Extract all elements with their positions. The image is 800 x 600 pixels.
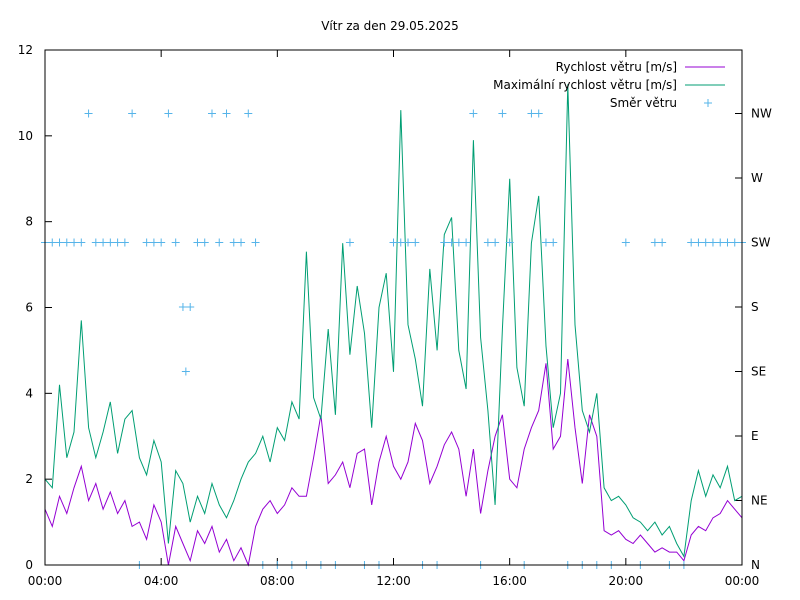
y-tick-label: 10	[18, 129, 33, 143]
direction-point	[207, 109, 216, 118]
direction-point	[541, 238, 550, 247]
direction-point	[701, 238, 710, 247]
direction-point	[454, 238, 463, 247]
direction-point	[142, 238, 151, 247]
direction-point	[687, 238, 696, 247]
direction-point	[186, 303, 195, 311]
direction-point	[99, 238, 108, 247]
direction-point	[621, 238, 630, 247]
series-line	[44, 358, 743, 567]
direction-point	[48, 238, 57, 247]
direction-point	[193, 238, 202, 247]
y-tick-label: 2	[25, 472, 33, 486]
direction-point	[229, 238, 238, 247]
legend-label: Maximální rychlost větru [m/s]	[493, 78, 677, 92]
y2-tick-label: SE	[751, 365, 766, 379]
direction-point	[527, 109, 536, 118]
direction-point	[237, 238, 246, 247]
y2-tick-label: N	[751, 558, 760, 572]
direction-point	[723, 238, 732, 247]
y-tick-label: 6	[25, 301, 33, 315]
direction-point	[716, 238, 725, 247]
y-tick-label: 8	[25, 215, 33, 229]
direction-point	[498, 109, 507, 118]
direction-point	[222, 109, 231, 118]
direction-point	[149, 238, 158, 247]
direction-point	[128, 109, 137, 118]
series-line	[44, 84, 743, 558]
direction-point	[55, 238, 64, 247]
y2-tick-label: SW	[751, 236, 771, 250]
direction-point	[440, 238, 449, 247]
direction-point	[447, 238, 456, 247]
direction-point	[181, 367, 190, 376]
y2-tick-label: W	[751, 171, 763, 185]
direction-point	[178, 303, 187, 311]
x-tick-label: 00:00	[28, 574, 63, 588]
direction-point	[658, 238, 667, 247]
direction-point	[171, 238, 180, 247]
direction-point	[84, 109, 93, 118]
series-1	[44, 358, 743, 567]
x-tick-label: 04:00	[144, 574, 179, 588]
direction-point	[113, 238, 122, 247]
direction-point	[462, 238, 471, 247]
chart-title: Vítr za den 29.05.2025	[321, 19, 459, 33]
direction-point	[650, 238, 659, 247]
y2-tick-label: S	[751, 300, 759, 314]
direction-point	[469, 109, 478, 118]
x-tick-label: 12:00	[376, 574, 411, 588]
direction-point	[215, 238, 224, 247]
direction-point	[389, 238, 398, 247]
legend: Rychlost větru [m/s] Maximální rychlost v…	[493, 60, 725, 110]
direction-point	[70, 238, 79, 247]
y-tick-label: 4	[25, 386, 33, 400]
direction-point	[396, 238, 405, 247]
direction-point	[106, 238, 115, 247]
plot-frame	[44, 49, 743, 566]
direction-point	[404, 238, 413, 247]
direction-point	[77, 238, 86, 247]
direction-point	[120, 238, 129, 247]
direction-point	[411, 238, 420, 247]
x-tick-label: 08:00	[260, 574, 295, 588]
direction-point	[708, 238, 717, 247]
legend-marker	[704, 99, 712, 107]
y2-tick-label: E	[751, 429, 759, 443]
direction-point	[505, 238, 514, 247]
x-tick-label: 16:00	[492, 574, 527, 588]
direction-point	[534, 109, 543, 118]
direction-point	[483, 238, 492, 247]
legend-label: Rychlost větru [m/s]	[556, 60, 677, 74]
direction-point	[730, 238, 739, 247]
axis-ticks: 0 2 4 6 8 10 12 N NE E SE S SW W NW 00:00 04:00 08:00 12:0…	[18, 43, 772, 588]
series-2	[44, 84, 743, 558]
direction-point	[491, 238, 500, 247]
direction-point	[251, 238, 260, 247]
direction-point	[91, 238, 100, 247]
direction-point	[200, 238, 209, 247]
direction-point	[164, 109, 173, 118]
legend-label: Směr větru	[610, 96, 677, 110]
y2-tick-label: NE	[751, 494, 768, 508]
direction-point	[157, 238, 166, 247]
x-tick-label: 20:00	[609, 574, 644, 588]
y-tick-label: 12	[18, 43, 33, 57]
direction-point	[62, 238, 71, 247]
direction-point	[694, 238, 703, 247]
y-tick-label: 0	[25, 558, 33, 572]
direction-point	[549, 238, 558, 247]
direction-point	[345, 238, 354, 247]
y2-tick-label: NW	[751, 107, 772, 121]
direction-point	[244, 109, 253, 118]
x-tick-label: 00:00	[725, 574, 760, 588]
